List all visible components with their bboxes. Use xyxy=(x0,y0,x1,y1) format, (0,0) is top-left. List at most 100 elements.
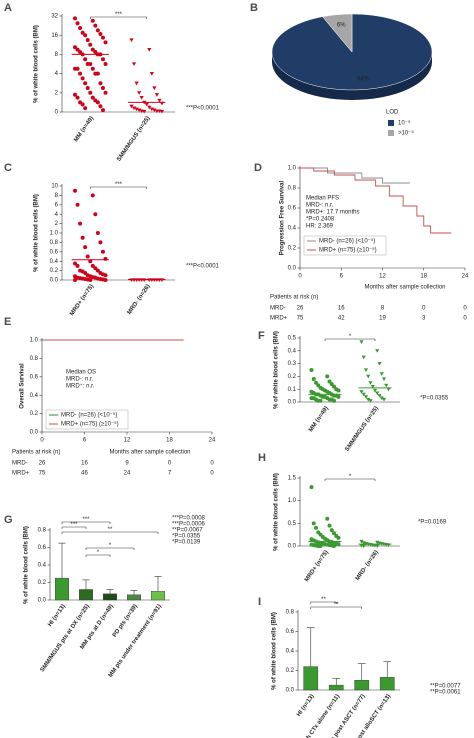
y-tick-label: 8 xyxy=(55,52,59,58)
y-tick-label: 32 xyxy=(51,14,58,20)
y-axis-label: % of white blood cells (BM) xyxy=(272,612,278,690)
significance-label: * xyxy=(97,550,100,556)
risk-value: 19 xyxy=(379,316,386,322)
panel-letter: B xyxy=(250,2,258,14)
data-point xyxy=(375,540,380,545)
data-point xyxy=(78,71,83,76)
data-point xyxy=(98,81,103,86)
p-value: *P=0.0139 xyxy=(172,540,201,546)
data-point xyxy=(95,231,100,235)
significance-label: * xyxy=(349,334,352,340)
y-tick-label: 0.2 xyxy=(288,374,297,380)
y-tick-label: 1.0 xyxy=(288,166,297,172)
x-tick-label: 24 xyxy=(209,438,216,444)
data-point xyxy=(131,106,137,111)
y-tick-label: 0.6 xyxy=(288,206,297,212)
data-point xyxy=(332,544,336,548)
data-point xyxy=(72,261,77,266)
data-point xyxy=(327,523,332,528)
data-point xyxy=(78,26,83,30)
y-tick-label: 0.4 xyxy=(288,226,297,232)
x-tick-label: HI (n=13) xyxy=(47,604,67,628)
y-tick-label: 0.2 xyxy=(50,268,59,274)
y-tick-label: 0.3 xyxy=(288,361,297,367)
legend-label: >10⁻⁵ xyxy=(398,130,414,137)
x-tick-label: 6 xyxy=(83,438,87,444)
risk-value: 26 xyxy=(39,461,46,467)
data-point xyxy=(336,394,341,399)
data-point xyxy=(103,40,108,45)
data-point xyxy=(375,349,380,353)
y-tick-label: 0.2 xyxy=(288,246,297,252)
y-tick-label: 0.0 xyxy=(288,266,297,272)
x-tick-label: 18 xyxy=(166,438,173,444)
y-tick-label: 1.0 xyxy=(50,231,59,237)
data-point xyxy=(80,235,85,240)
legend-box xyxy=(303,235,387,256)
bar xyxy=(103,593,117,601)
x-tick-label: MRD- (n=26) xyxy=(355,550,380,582)
data-point xyxy=(83,106,88,111)
data-point xyxy=(314,525,318,530)
data-point xyxy=(366,374,371,379)
data-point xyxy=(95,28,100,33)
data-point xyxy=(384,383,389,388)
data-point xyxy=(98,32,103,36)
data-point xyxy=(78,50,83,54)
data-point xyxy=(80,76,85,81)
x-tick-label: SMM/MGUS (n=25) xyxy=(345,406,380,453)
risk-value: 42 xyxy=(338,316,345,322)
data-point xyxy=(83,33,88,38)
data-point xyxy=(129,104,134,109)
y-tick-label: 10 xyxy=(51,184,58,190)
x-tick-label: HI (n=13) xyxy=(296,694,316,718)
data-point xyxy=(75,21,80,26)
risk-value: 7 xyxy=(168,471,172,477)
data-point xyxy=(85,254,90,259)
data-point xyxy=(147,105,152,110)
x-tick-label: MRD+ (n=75) xyxy=(304,550,330,583)
data-point xyxy=(98,240,103,245)
y-tick-label: 0.0 xyxy=(288,400,297,406)
y-tick-label: 0.6 xyxy=(50,249,59,255)
y-tick-label: 4 xyxy=(55,71,59,77)
data-point xyxy=(131,62,137,66)
panel-letter: A xyxy=(4,2,12,14)
data-point xyxy=(149,107,154,112)
data-point xyxy=(95,71,100,76)
risk-row-name: MRD- xyxy=(12,461,28,467)
risk-table-title: Patients at risk (n) xyxy=(12,450,60,456)
data-point xyxy=(103,278,108,282)
bar xyxy=(79,589,93,601)
data-point xyxy=(80,30,85,35)
risk-value: 75 xyxy=(297,316,304,322)
data-point xyxy=(381,397,387,402)
data-point xyxy=(311,521,316,526)
panel-letter: C xyxy=(4,162,12,174)
risk-row-name: MRD+ xyxy=(12,471,30,477)
legend-label: MRD- (n=26) (<10⁻⁵) xyxy=(319,238,375,245)
y-tick-label: 0.8 xyxy=(30,356,39,362)
risk-value: 3 xyxy=(422,316,426,322)
data-point xyxy=(90,193,95,198)
significance-label: *** xyxy=(115,182,123,188)
risk-value: 0 xyxy=(210,471,214,477)
y-tick-label: 0.8 xyxy=(288,186,297,192)
y-axis-label: % of white blood cells (BM) xyxy=(34,194,40,272)
data-point xyxy=(85,38,90,42)
data-point xyxy=(144,102,149,107)
y-tick-label: 0.2 xyxy=(38,580,47,586)
risk-value: 16 xyxy=(338,306,345,312)
legend-box xyxy=(45,409,129,430)
bar xyxy=(303,666,319,691)
bar xyxy=(379,677,395,691)
data-point xyxy=(100,249,105,254)
x-axis-label: Months after sample collection xyxy=(109,450,190,456)
y-tick-label: 2 xyxy=(55,90,59,96)
risk-value: 24 xyxy=(124,471,131,477)
x-tick-label: MRD+ (n=75) xyxy=(69,284,95,317)
data-point xyxy=(93,50,98,54)
data-point xyxy=(375,544,380,548)
y-tick-label: 1.0 xyxy=(30,338,39,344)
x-tick-label: 12 xyxy=(124,438,131,444)
